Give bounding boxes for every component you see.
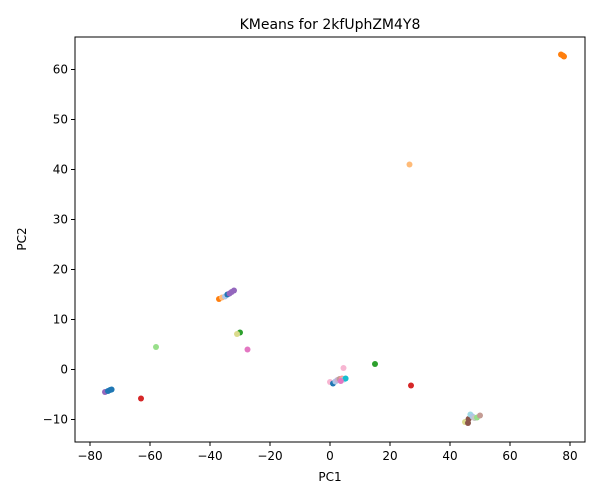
x-tick-label: −80 (77, 449, 102, 463)
data-point (340, 365, 347, 371)
y-tick-label: 30 (53, 213, 68, 227)
x-tick-label: 40 (442, 449, 457, 463)
data-point (561, 53, 567, 60)
x-tick-label: −20 (257, 449, 282, 463)
data-point (342, 375, 349, 382)
y-axis-label: PC2 (15, 227, 29, 250)
y-tick-label: 20 (53, 263, 68, 277)
chart-title: KMeans for 2kfUphZM4Y8 (240, 17, 421, 33)
data-point (153, 344, 159, 350)
data-point (372, 361, 378, 367)
y-tick-label: 60 (53, 63, 68, 77)
y-tick-label: −10 (43, 413, 68, 427)
data-point (138, 395, 144, 402)
x-tick-label: −40 (197, 449, 222, 463)
x-tick-label: 60 (502, 449, 517, 463)
data-point (477, 412, 483, 419)
data-point (108, 386, 115, 393)
y-tick-label: 0 (60, 363, 68, 377)
y-tick-label: 10 (53, 313, 68, 327)
data-point (406, 161, 413, 168)
data-point (337, 378, 344, 384)
y-ticks: −10 0 10 20 30 40 50 60 (43, 63, 75, 427)
y-tick-label: 50 (53, 113, 68, 127)
data-point (234, 331, 240, 337)
data-point (408, 382, 414, 389)
x-tick-label: 0 (326, 449, 334, 463)
y-tick-label: 40 (53, 163, 68, 177)
data-point (231, 287, 237, 294)
points-layer (102, 51, 567, 426)
x-tick-label: 20 (382, 449, 397, 463)
x-tick-label: 80 (562, 449, 577, 463)
data-point (244, 346, 251, 353)
x-ticks: −80 −60 −40 −20 0 20 40 60 80 (77, 442, 578, 463)
x-tick-label: −60 (137, 449, 162, 463)
x-axis-label: PC1 (318, 470, 341, 484)
